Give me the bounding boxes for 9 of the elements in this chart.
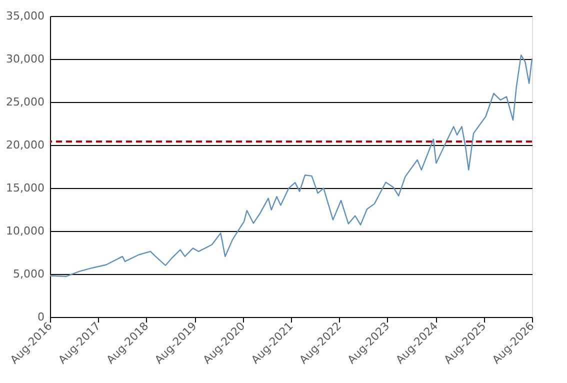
y-tick-label: 15,000 xyxy=(6,182,44,194)
y-tick-label: 10,000 xyxy=(6,224,44,238)
line-series xyxy=(49,54,533,278)
y-tick-label: 25,000 xyxy=(6,96,44,108)
y-tick-label: 5,000 xyxy=(13,268,44,280)
y-tick-label: 30,000 xyxy=(6,52,44,66)
y-tick-label: 20,000 xyxy=(6,138,44,152)
y-tick-label: 0 xyxy=(38,310,44,324)
y-tick-label: 35,000 xyxy=(6,10,44,22)
